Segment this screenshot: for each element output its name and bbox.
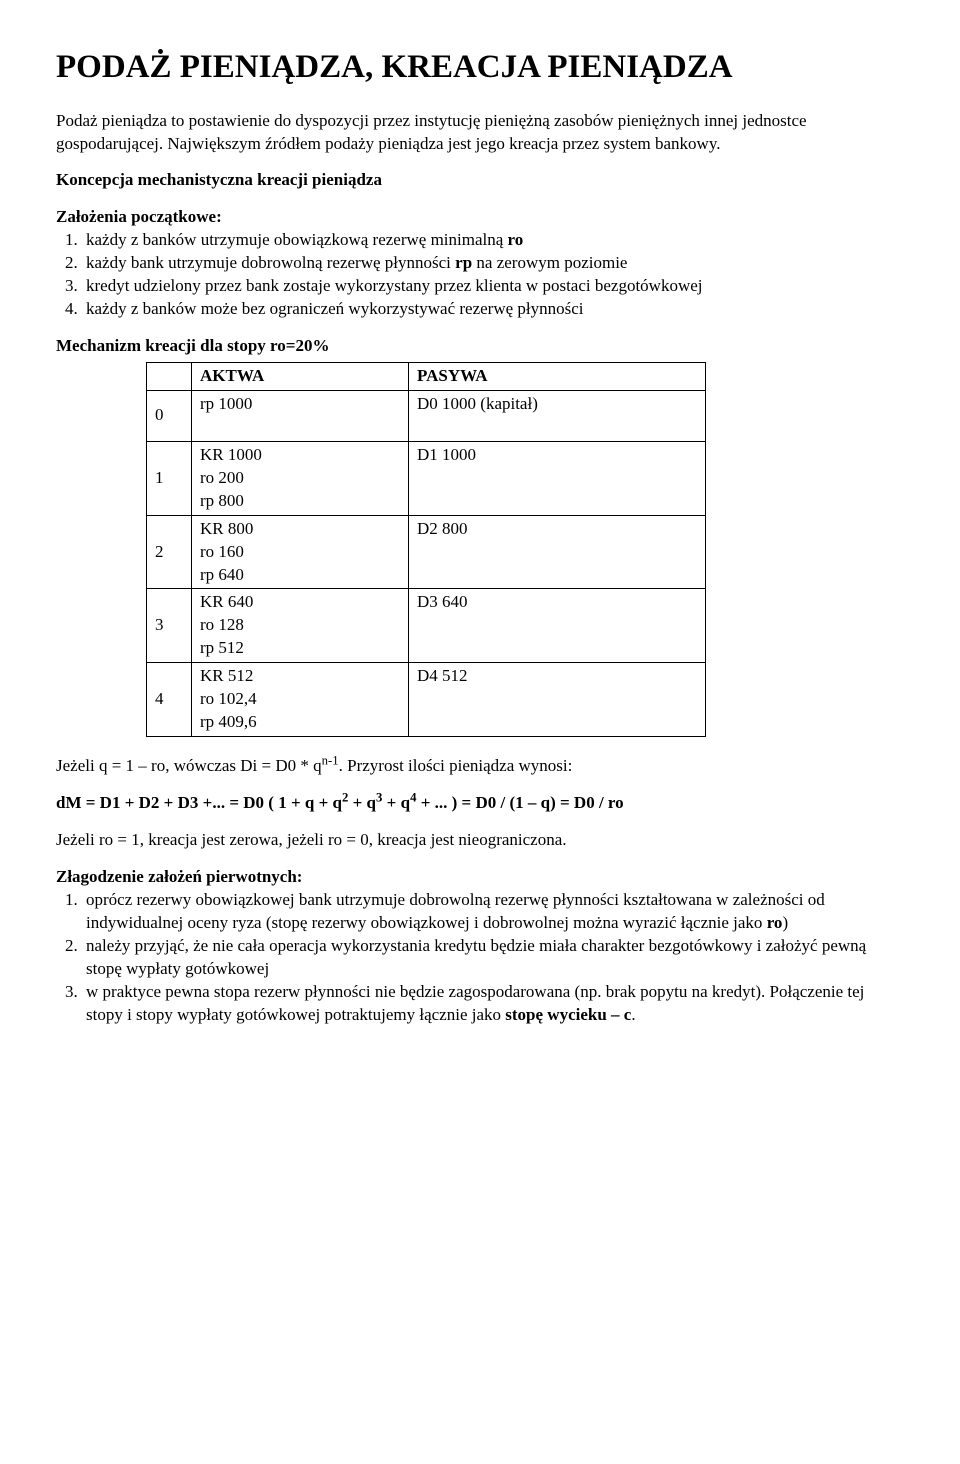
text: Jeżeli q = 1 – ro, wówczas Di = D0 * q bbox=[56, 756, 322, 775]
table-cell: KR 1000ro 200rp 800 bbox=[192, 441, 409, 515]
text: + q bbox=[348, 793, 376, 812]
table-cell: KR 800ro 160rp 640 bbox=[192, 515, 409, 589]
list-item: w praktyce pewna stopa rezerw płynności … bbox=[82, 981, 904, 1027]
page-title: PODAŻ PIENIĄDZA, KREACJA PIENIĄDZA bbox=[56, 48, 904, 88]
section-heading-mechanistic: Koncepcja mechanistyczna kreacji pieniąd… bbox=[56, 169, 904, 192]
relax-list: oprócz rezerwy obowiązkowej bank utrzymu… bbox=[56, 889, 904, 1027]
table-header-cell: PASYWA bbox=[409, 363, 706, 391]
superscript: n-1 bbox=[322, 753, 339, 767]
text: + ... ) = D0 / (1 – q) = D0 / ro bbox=[416, 793, 623, 812]
list-item-text: na zerowym poziomie bbox=[472, 253, 627, 272]
formula-line-2: dM = D1 + D2 + D3 +... = D0 ( 1 + q + q2… bbox=[56, 792, 904, 815]
table-cell: 1 bbox=[147, 441, 192, 515]
list-item: należy przyjąć, że nie cała operacja wyk… bbox=[82, 935, 904, 981]
assumptions-heading: Założenia początkowe: bbox=[56, 206, 904, 229]
mechanism-table: AKTWA PASYWA 0 rp 1000 D0 1000 (kapitał)… bbox=[146, 362, 706, 737]
list-item-text: każdy z banków utrzymuje obowiązkową rez… bbox=[86, 230, 508, 249]
list-item: każdy z banków utrzymuje obowiązkową rez… bbox=[82, 229, 904, 252]
bold-term: ro bbox=[767, 913, 783, 932]
list-item-text: oprócz rezerwy obowiązkowej bank utrzymu… bbox=[86, 890, 825, 932]
table-row: 1 KR 1000ro 200rp 800 D1 1000 bbox=[147, 441, 706, 515]
mechanism-heading: Mechanizm kreacji dla stopy ro=20% bbox=[56, 335, 904, 358]
list-item-text: ) bbox=[782, 913, 788, 932]
assumptions-list: każdy z banków utrzymuje obowiązkową rez… bbox=[56, 229, 904, 321]
table-cell: 0 bbox=[147, 390, 192, 441]
list-item: kredyt udzielony przez bank zostaje wyko… bbox=[82, 275, 904, 298]
table-header-cell: AKTWA bbox=[192, 363, 409, 391]
table-cell: D4 512 bbox=[409, 663, 706, 737]
intro-paragraph: Podaż pieniądza to postawienie do dyspoz… bbox=[56, 110, 904, 156]
table-row: 2 KR 800ro 160rp 640 D2 800 bbox=[147, 515, 706, 589]
table-cell: D3 640 bbox=[409, 589, 706, 663]
table-cell: 3 bbox=[147, 589, 192, 663]
list-item-text: . bbox=[631, 1005, 635, 1024]
formula-line-1: Jeżeli q = 1 – ro, wówczas Di = D0 * qn-… bbox=[56, 755, 904, 778]
limits-line: Jeżeli ro = 1, kreacja jest zerowa, jeże… bbox=[56, 829, 904, 852]
table-cell: KR 512ro 102,4rp 409,6 bbox=[192, 663, 409, 737]
bold-term: ro bbox=[508, 230, 524, 249]
text: dM = D1 + D2 + D3 +... = D0 ( 1 + q + q bbox=[56, 793, 342, 812]
list-item: oprócz rezerwy obowiązkowej bank utrzymu… bbox=[82, 889, 904, 935]
table-cell: 4 bbox=[147, 663, 192, 737]
table-header-cell bbox=[147, 363, 192, 391]
table-cell: D0 1000 (kapitał) bbox=[409, 390, 706, 441]
table-row: 0 rp 1000 D0 1000 (kapitał) bbox=[147, 390, 706, 441]
text: + q bbox=[382, 793, 410, 812]
table-cell: rp 1000 bbox=[192, 390, 409, 441]
table-row: 4 KR 512ro 102,4rp 409,6 D4 512 bbox=[147, 663, 706, 737]
table-cell: D1 1000 bbox=[409, 441, 706, 515]
list-item: każdy bank utrzymuje dobrowolną rezerwę … bbox=[82, 252, 904, 275]
table-cell: 2 bbox=[147, 515, 192, 589]
table-cell: D2 800 bbox=[409, 515, 706, 589]
list-item-text: każdy bank utrzymuje dobrowolną rezerwę … bbox=[86, 253, 455, 272]
table-cell: KR 640ro 128rp 512 bbox=[192, 589, 409, 663]
list-item: każdy z banków może bez ograniczeń wykor… bbox=[82, 298, 904, 321]
bold-term: rp bbox=[455, 253, 472, 272]
relax-heading: Złagodzenie założeń pierwotnych: bbox=[56, 866, 904, 889]
bold-term: stopę wycieku – c bbox=[505, 1005, 631, 1024]
table-header-row: AKTWA PASYWA bbox=[147, 363, 706, 391]
table-row: 3 KR 640ro 128rp 512 D3 640 bbox=[147, 589, 706, 663]
text: . Przyrost ilości pieniądza wynosi: bbox=[339, 756, 573, 775]
list-item-text: w praktyce pewna stopa rezerw płynności … bbox=[86, 982, 864, 1024]
